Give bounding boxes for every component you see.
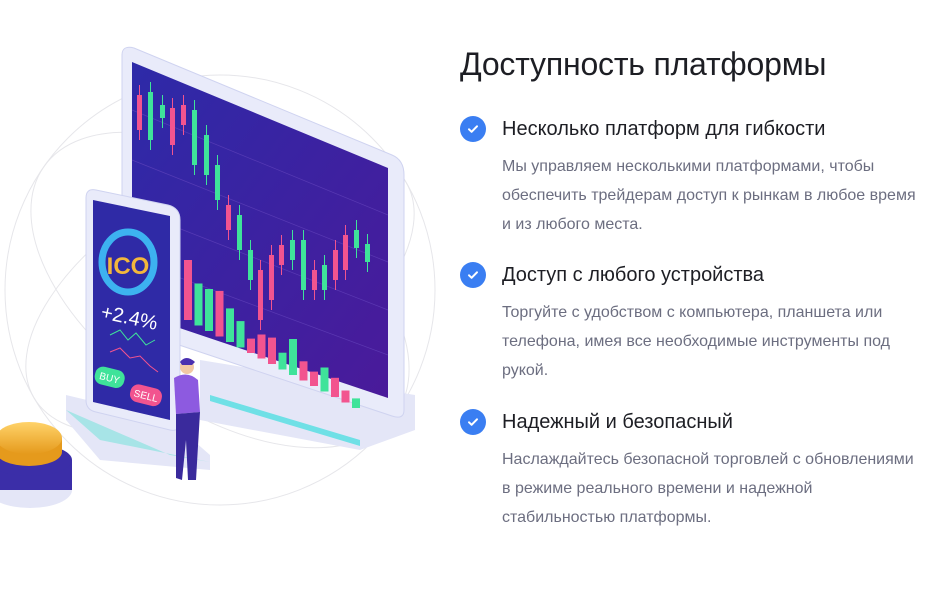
ico-coin — [0, 422, 62, 466]
volume-bar — [215, 290, 224, 337]
check-circle-icon — [460, 262, 486, 288]
volume-bar — [341, 390, 350, 403]
volume-bar — [184, 260, 192, 320]
volume-bar — [205, 289, 213, 331]
candle — [137, 95, 142, 130]
candle — [148, 92, 153, 140]
volume-bar — [352, 398, 360, 408]
candle — [301, 240, 306, 290]
volume-bar — [299, 361, 308, 381]
volume-bar — [268, 337, 276, 364]
candle — [226, 205, 231, 230]
volume-bar — [320, 367, 329, 392]
feature-heading: Надежный и безопасный — [502, 411, 733, 433]
volume-bar — [289, 339, 297, 375]
candle — [215, 165, 220, 200]
buy-button[interactable]: BUY — [93, 365, 126, 390]
candle — [170, 108, 175, 145]
candle — [312, 270, 317, 290]
volume-bar — [194, 283, 203, 326]
candle — [160, 105, 165, 118]
person-figure — [174, 358, 200, 480]
candle — [181, 105, 186, 125]
phone-ico-label: ICO — [107, 253, 150, 280]
volume-bar — [257, 334, 266, 359]
feature-description: Мы управляем несколькими платформами, чт… — [502, 158, 916, 233]
candle — [279, 245, 284, 265]
candle — [333, 250, 338, 280]
volume-bar — [278, 352, 287, 370]
trading-platform-illustration: ICO +2.4% BUY SELL — [0, 46, 436, 508]
candle — [258, 270, 263, 320]
candle — [237, 215, 242, 250]
candle — [354, 230, 359, 248]
volume-bar — [310, 371, 318, 386]
candle — [322, 265, 327, 290]
candle — [365, 244, 370, 262]
candle — [192, 110, 197, 165]
candle — [248, 250, 253, 280]
volume-bar — [226, 308, 234, 342]
feature-description: Наслаждайтесь безопасной торговлей с обн… — [502, 451, 914, 526]
feature-heading: Несколько платформ для гибкости — [502, 118, 826, 140]
check-circle-icon — [460, 409, 486, 435]
svg-text:BUY: BUY — [98, 371, 121, 387]
candle — [269, 255, 274, 300]
feature-heading: Доступ с любого устройства — [502, 264, 765, 286]
candle — [290, 240, 295, 260]
volume-bar — [331, 377, 339, 397]
candle — [343, 235, 348, 270]
candle — [204, 135, 209, 175]
feature-description: Торгуйте с удобством с компьютера, планш… — [502, 304, 890, 379]
check-circle-icon — [460, 116, 486, 142]
sell-button[interactable]: SELL — [128, 383, 163, 408]
volume-bar — [247, 338, 255, 353]
page-title: Доступность платформы — [460, 46, 827, 82]
volume-bar — [236, 321, 245, 348]
